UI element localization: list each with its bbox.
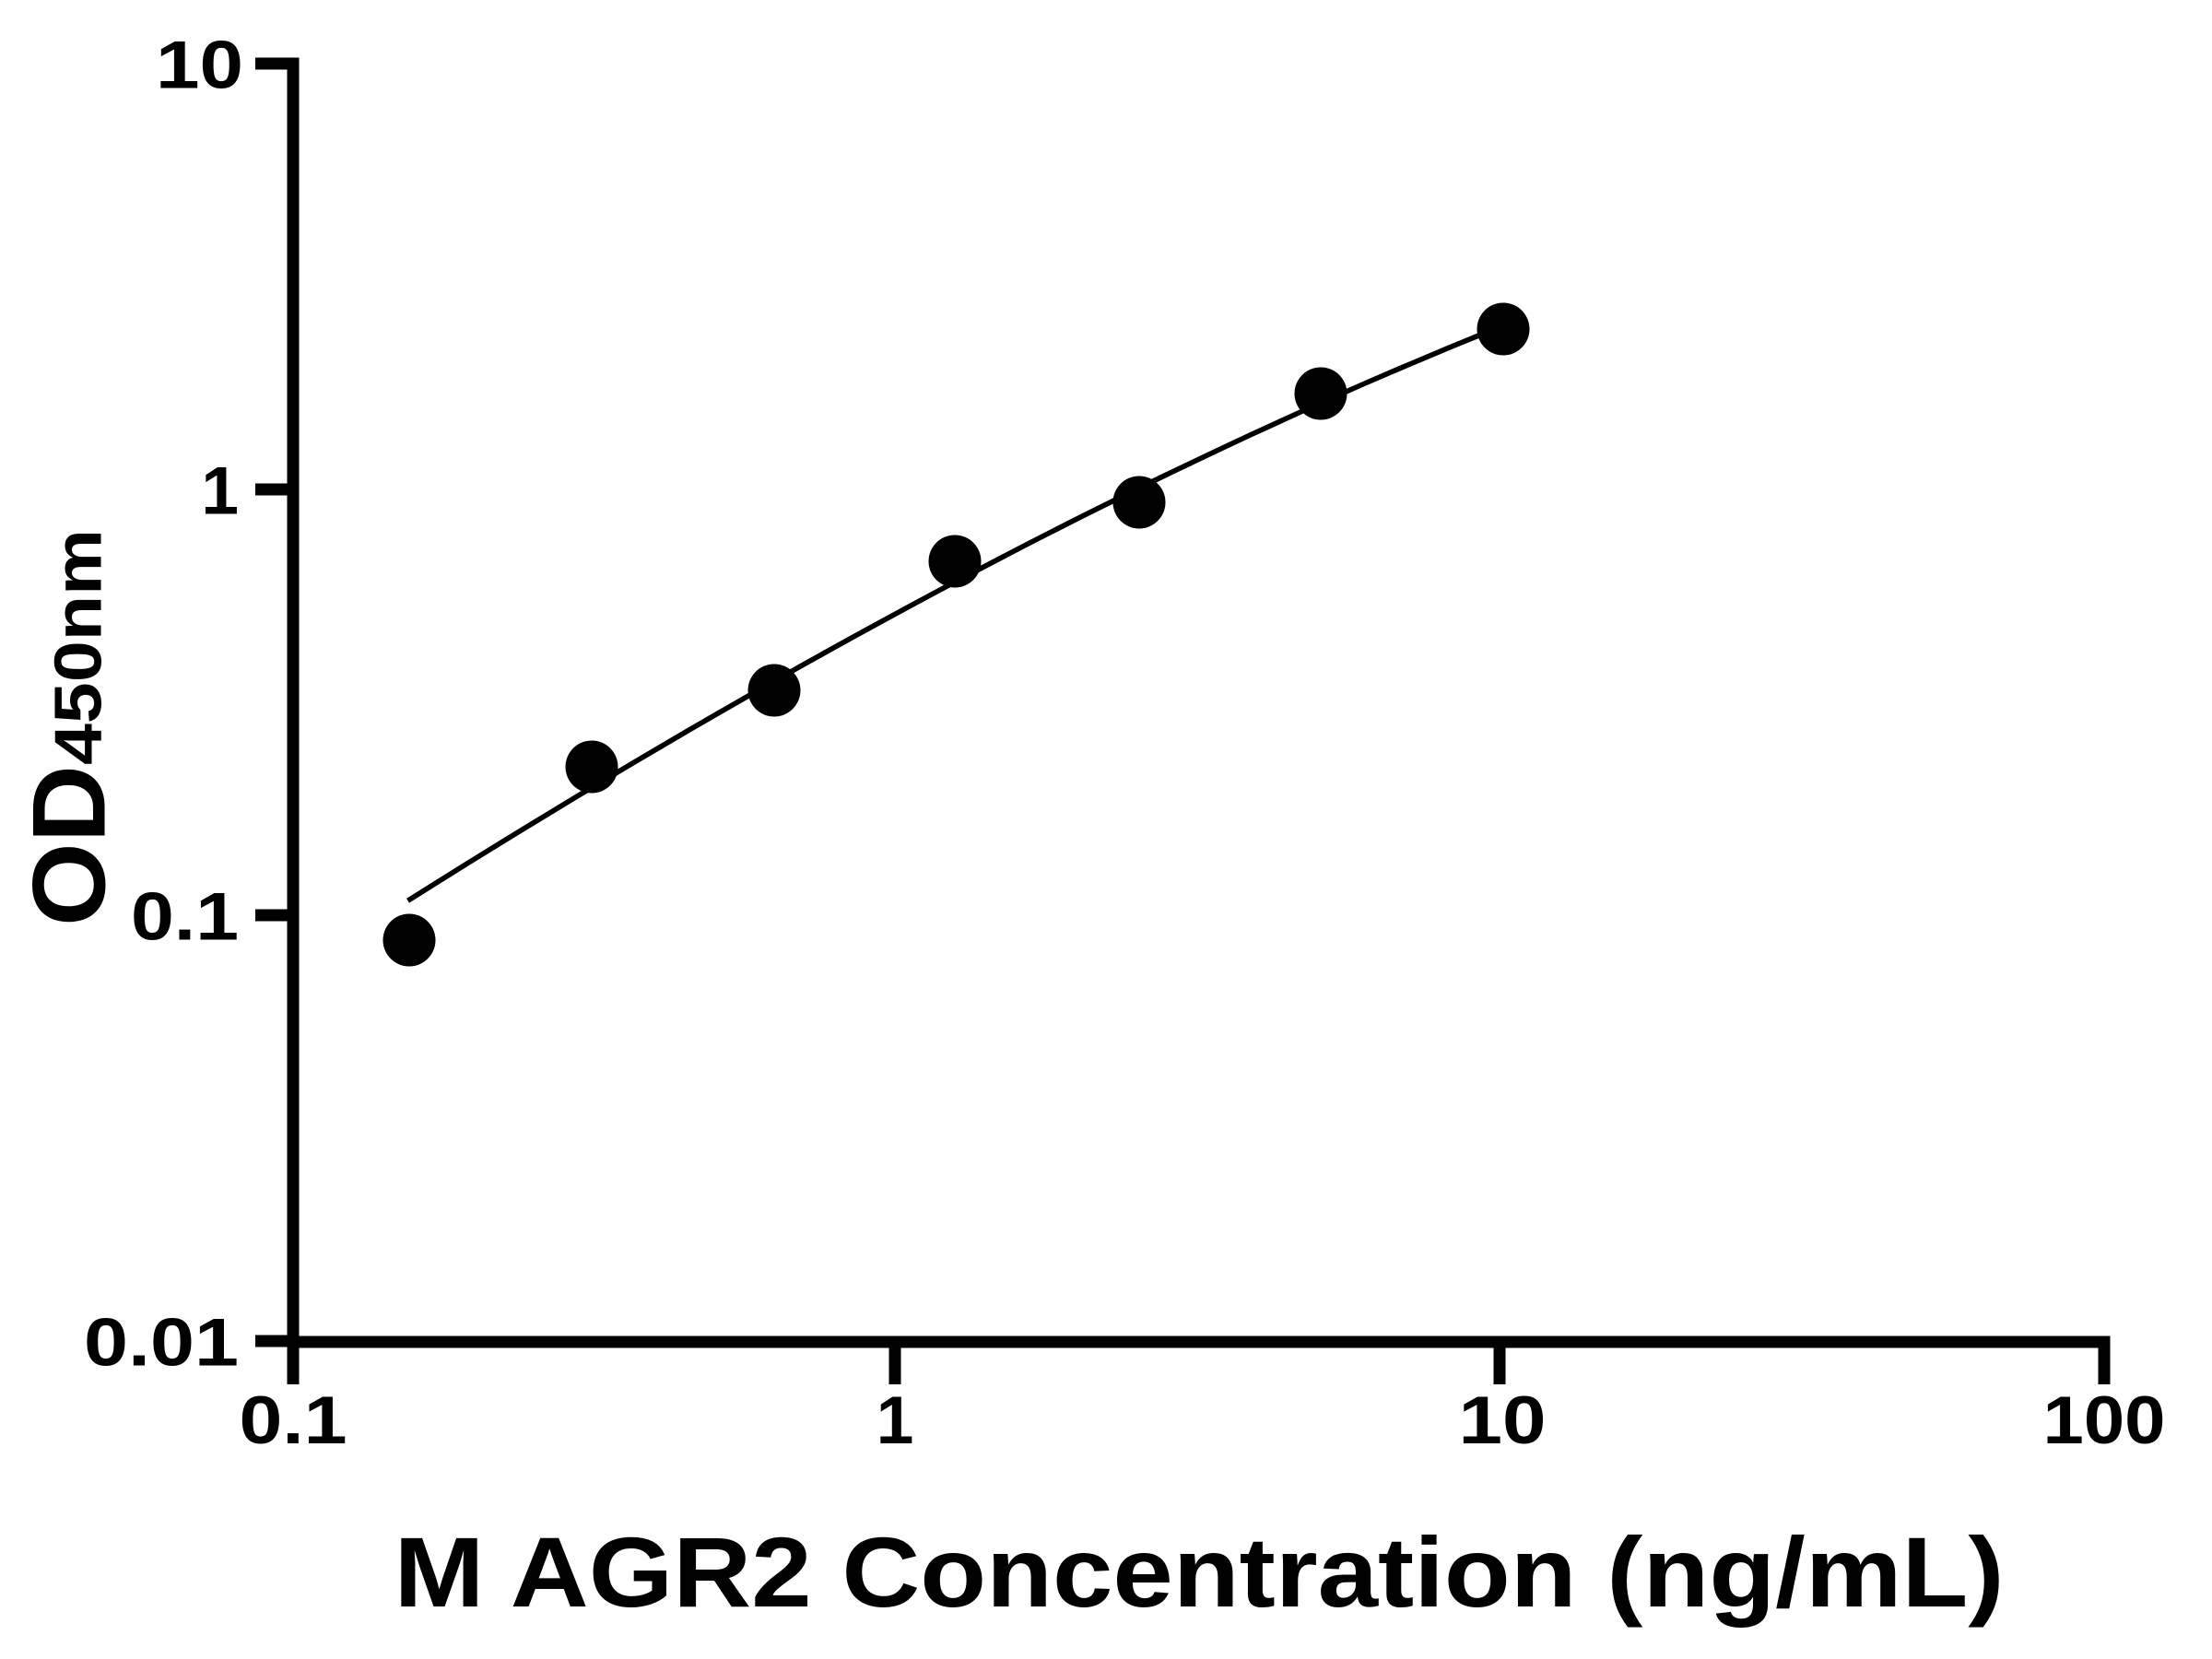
- svg-text:M AGR2 Concentration (ng/mL): M AGR2 Concentration (ng/mL): [394, 1516, 2005, 1628]
- svg-text:10: 10: [1459, 1383, 1547, 1458]
- svg-text:10: 10: [156, 29, 243, 103]
- svg-text:1: 1: [877, 1383, 914, 1458]
- svg-text:450nm: 450nm: [42, 529, 116, 765]
- svg-text:0.01: 0.01: [84, 1306, 239, 1381]
- svg-text:1: 1: [201, 454, 239, 529]
- svg-text:100: 100: [2043, 1383, 2166, 1458]
- svg-text:0.1: 0.1: [131, 880, 239, 955]
- svg-text:0.1: 0.1: [240, 1383, 347, 1458]
- svg-text:OD: OD: [12, 765, 127, 926]
